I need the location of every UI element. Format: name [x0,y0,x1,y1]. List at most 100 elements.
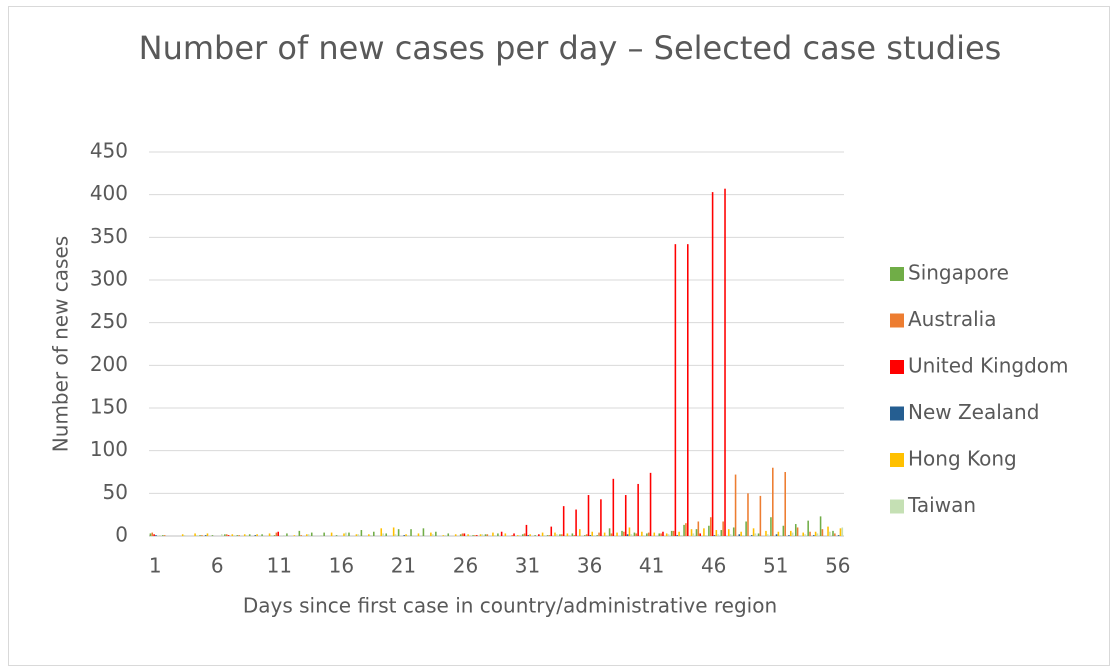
bar [841,527,844,536]
legend-label: Taiwan [907,493,976,517]
bar [662,531,664,536]
bar [405,534,407,536]
bar [649,472,652,536]
y-tick-label: 50 [103,480,128,504]
bar [554,532,556,536]
bar [796,527,799,536]
bar [777,531,780,536]
bar [724,188,726,536]
bar [194,533,196,536]
bar [360,530,363,536]
bar [183,535,186,536]
bar [653,532,656,536]
bar [527,535,530,536]
x-tick-label: 1 [149,554,162,578]
bar [562,506,565,536]
bar [225,534,228,536]
bar [330,532,333,536]
bar [641,531,643,536]
y-tick-label: 300 [90,267,128,291]
bar [775,534,778,536]
bar [518,535,521,536]
bar [727,529,730,536]
bar [283,535,285,536]
bar [623,531,625,536]
bar [802,532,804,536]
bar [635,533,638,536]
bar [571,533,574,536]
bar [647,532,650,536]
x-tick-label: 16 [329,554,354,578]
bar [474,535,476,536]
bar [461,533,464,536]
bar [227,535,230,536]
bar [286,533,288,536]
bar [273,535,276,536]
bar [772,467,774,536]
bar [431,534,434,536]
bar [385,533,387,536]
bar [548,535,551,536]
bar [380,528,383,536]
bar [703,528,705,536]
bar [305,534,308,536]
bar [444,535,446,536]
bar [630,534,633,536]
bar [628,527,631,536]
bar [734,474,737,536]
bar [293,535,296,536]
x-axis-label: Days since first case in country/adminis… [243,594,777,618]
legend-swatch [890,406,904,421]
bar [738,534,741,536]
bar [674,244,677,536]
bar [298,530,301,536]
bar [765,530,767,536]
bar [238,535,240,536]
bar [754,533,757,536]
bar [335,535,338,536]
bar [422,528,425,536]
x-tick-label: 46 [701,554,726,578]
bar [596,535,598,536]
bar [454,534,457,536]
legend-label: Singapore [908,261,1009,285]
bar [472,535,474,536]
bar [561,534,563,536]
bar [697,521,700,536]
bar [320,535,322,536]
bar [435,531,437,536]
bar [523,533,526,536]
bar [566,533,569,536]
bar [832,530,834,536]
bar [256,534,258,536]
bar [151,532,154,536]
bar [430,532,432,536]
y-tick-label: 350 [90,224,128,248]
bar [467,534,469,536]
bar [646,533,648,536]
bar [732,527,735,536]
bar [579,529,581,536]
legend-swatch [890,453,904,467]
bar [511,535,513,536]
bar [809,531,811,536]
bar [163,535,166,536]
bar [621,530,623,536]
x-tick-label: 36 [577,554,602,578]
legend-swatch [890,499,904,514]
bar [248,534,251,536]
bar [504,533,507,536]
bar [220,534,223,536]
bar [626,534,629,536]
bar [589,535,592,536]
bar [392,527,395,536]
bar [556,534,558,536]
bar [633,532,636,536]
bar [516,535,519,536]
bar [672,530,675,536]
bar [158,535,161,536]
bar [612,478,615,536]
bar [368,534,370,536]
bar [196,535,198,536]
bar [750,535,753,536]
